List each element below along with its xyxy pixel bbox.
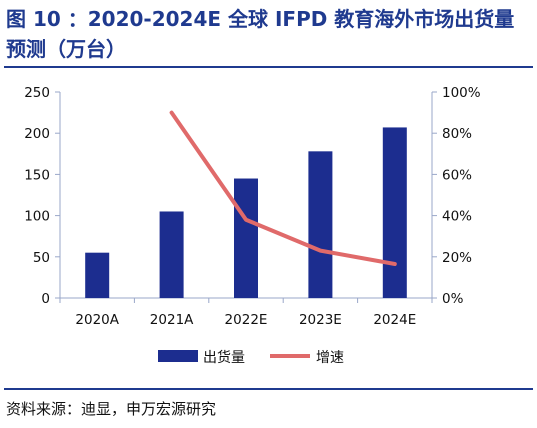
right-y-tick-label: 0% (442, 291, 464, 307)
x-tick-label: 2024E (373, 312, 416, 328)
left-y-tick-label: 200 (24, 126, 50, 142)
bar-2024E (382, 127, 407, 298)
legend-label-line: 增速 (316, 350, 344, 366)
bar-2020A (85, 252, 110, 298)
left-y-tick-label: 150 (24, 167, 50, 183)
right-y-tick-label: 100% (442, 85, 481, 101)
legend-swatch-bar (158, 350, 198, 362)
left-y-tick-label: 0 (41, 291, 50, 307)
right-y-tick-label: 80% (442, 126, 472, 142)
x-tick-label: 2022E (225, 312, 268, 328)
chart-axes: 0 50 100 150 200 250 0% 20% 40% 60% 80% 100% (24, 85, 481, 307)
chart-title: 图 10 ：2020-2024E 全球 IFPD 教育海外市场出货量预测（万台） (6, 7, 515, 61)
line-series (169, 110, 397, 267)
chart-legend: 出货量 增速 (158, 349, 344, 366)
bar-2023E (308, 151, 333, 298)
left-y-tick-label: 100 (24, 209, 50, 225)
bar-2021A (159, 211, 184, 298)
footer-divider (4, 388, 533, 390)
title-divider (4, 66, 533, 68)
growth-rate-line (169, 110, 397, 267)
bar-series (85, 127, 407, 298)
right-y-tick-label: 20% (442, 250, 472, 266)
x-tick-label: 2020A (75, 312, 119, 328)
x-tick-label: 2023E (299, 312, 342, 328)
left-y-tick-label: 250 (24, 85, 50, 101)
right-y-tick-label: 60% (442, 167, 472, 183)
x-tick-label: 2021A (150, 312, 194, 328)
left-y-tick-label: 50 (33, 250, 50, 266)
right-y-tick-label: 40% (442, 209, 472, 225)
source-note: 资料来源：迪显，申万宏源研究 (6, 400, 217, 418)
legend-label-bar: 出货量 (203, 349, 245, 366)
bar-2022E (234, 178, 258, 298)
x-tick-labels: 2020A 2021A 2022E 2023E 2024E (75, 312, 416, 328)
